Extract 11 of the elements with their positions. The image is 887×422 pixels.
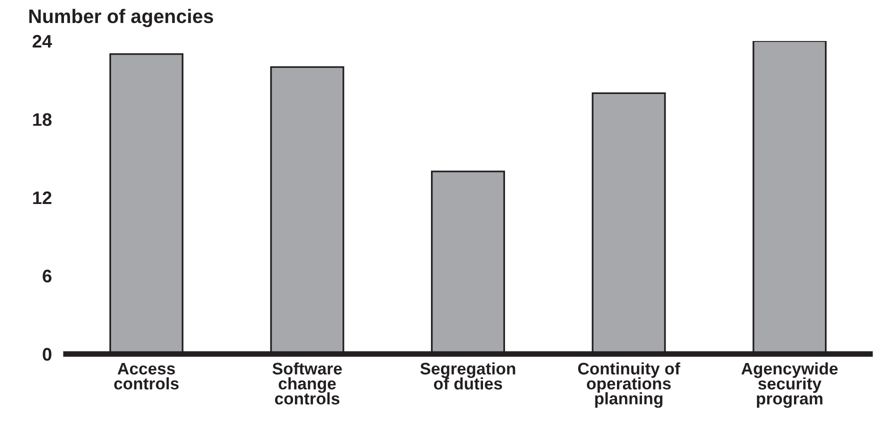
x-tick-label: Access controls (114, 362, 179, 390)
y-axis-title: Number of agencies (29, 8, 214, 28)
x-tick-label: Segregation of duties (420, 362, 516, 390)
y-tick-label: 12 (33, 191, 52, 204)
y-tick-label: 6 (42, 270, 52, 282)
x-tick-label: Software change controls (272, 362, 342, 405)
x-tick-label: Continuity of operations planning (578, 362, 680, 408)
y-tick-label: 0 (42, 348, 52, 361)
y-tick-label: 24 (32, 34, 52, 48)
y-tick-label: 18 (33, 113, 52, 126)
x-tick-label: Agencywide security program (741, 362, 838, 408)
